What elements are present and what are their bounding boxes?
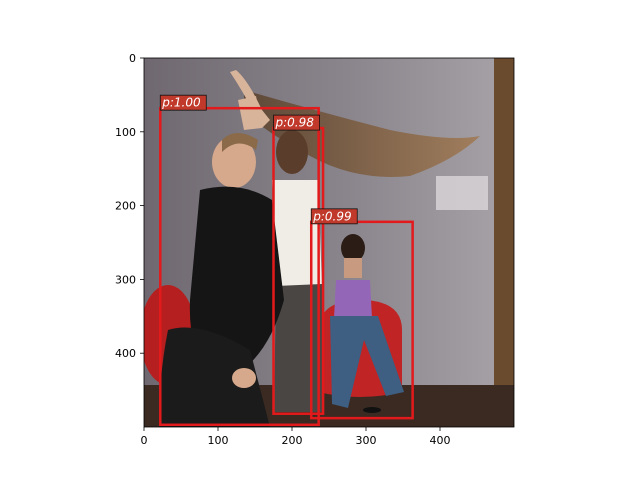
y-tick-label: 200 — [115, 200, 136, 213]
detection-label: p:0.98 — [275, 116, 315, 130]
detection-label: p:0.99 — [312, 209, 351, 223]
detection-label: p:1.00 — [161, 96, 201, 110]
detection-boxes: p:1.00 p:0.98 p:0.99 — [159, 94, 414, 427]
detection-label-bg — [310, 208, 358, 225]
y-tick-label: 300 — [115, 273, 136, 286]
detection-box — [309, 220, 414, 420]
y-tick-label: 400 — [115, 347, 136, 360]
axes-frame — [143, 57, 515, 428]
detection-label-bg — [273, 114, 320, 131]
y-tick-label: 0 — [129, 52, 136, 65]
x-tick-label: 300 — [356, 434, 377, 447]
y-axis: 0 100 200 300 400 — [115, 52, 144, 360]
x-tick-label: 0 — [141, 434, 148, 447]
x-axis: 0 100 200 300 400 — [141, 427, 451, 447]
x-tick-label: 100 — [208, 434, 229, 447]
detection-label-bg — [159, 94, 207, 111]
x-tick-label: 200 — [282, 434, 303, 447]
detection-box — [159, 106, 320, 427]
dancers-photo — [144, 58, 514, 427]
y-tick-label: 100 — [115, 126, 136, 139]
x-tick-label: 400 — [430, 434, 451, 447]
